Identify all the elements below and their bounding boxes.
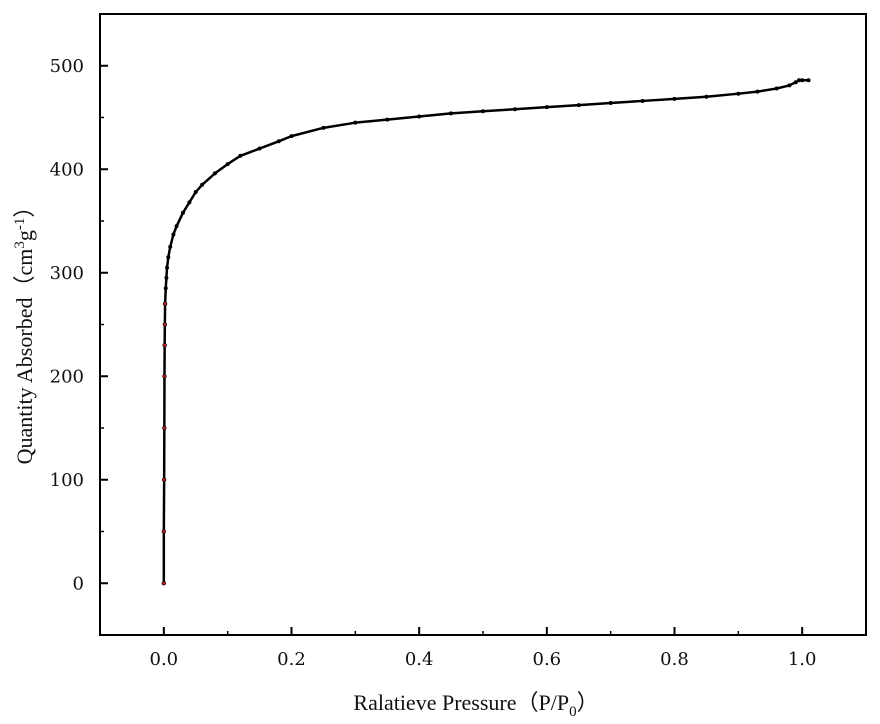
data-point <box>806 78 811 83</box>
y-tick-label: 100 <box>50 470 84 491</box>
y-tick-label: 400 <box>50 159 84 180</box>
data-point <box>449 111 454 116</box>
data-point <box>736 91 741 96</box>
data-point <box>162 322 168 327</box>
data-point <box>193 190 198 195</box>
data-point <box>796 78 801 83</box>
data-point <box>544 105 549 110</box>
x-tick-label: 0.4 <box>405 649 434 670</box>
plot-frame <box>99 13 867 636</box>
y-tick-label: 0 <box>73 573 84 594</box>
data-point <box>385 117 390 122</box>
x-axis: 0.0 0.2 0.4 0.6 0.8 1.0 <box>150 627 817 670</box>
data-point <box>353 120 358 125</box>
series-line <box>162 78 809 584</box>
data-point <box>576 103 581 108</box>
data-point <box>672 96 677 101</box>
data-point <box>165 265 170 270</box>
data-point <box>755 89 760 94</box>
data-point <box>417 114 422 119</box>
data-point <box>640 98 645 103</box>
data-point <box>512 107 517 112</box>
data-point <box>321 125 326 130</box>
data-point <box>774 86 779 91</box>
data-point <box>480 109 485 114</box>
series-layer <box>161 78 811 586</box>
data-point <box>180 210 185 215</box>
data-point <box>163 286 168 291</box>
data-point <box>161 477 167 482</box>
data-point <box>225 162 230 167</box>
data-point <box>238 153 243 158</box>
y-axis: 0 100 200 300 400 500 <box>50 56 108 594</box>
y-tick-label: 200 <box>50 366 84 387</box>
data-point <box>187 200 192 205</box>
data-point <box>174 224 179 229</box>
data-point <box>257 146 262 151</box>
x-tick-label: 0.0 <box>150 649 179 670</box>
data-point <box>162 301 168 306</box>
data-point <box>168 244 173 249</box>
data-point <box>793 80 798 85</box>
data-point <box>164 275 169 280</box>
data-point <box>162 425 167 431</box>
y-axis-title: Quantity Absorbed（cm3g-1） <box>12 196 37 465</box>
y-tick-label: 300 <box>50 263 84 284</box>
data-point <box>787 83 792 88</box>
data-point <box>800 78 805 83</box>
x-tick-label: 0.6 <box>533 649 562 670</box>
data-point <box>276 139 281 144</box>
x-tick-label: 1.0 <box>788 649 817 670</box>
x-axis-title: Ralatieve Pressure（P/P0） <box>353 690 598 720</box>
data-point <box>166 255 171 260</box>
data-point <box>289 134 294 139</box>
data-point <box>608 101 613 106</box>
x-tick-label: 0.2 <box>277 649 306 670</box>
x-tick-label: 0.8 <box>660 649 689 670</box>
data-point <box>212 171 217 176</box>
data-point <box>161 529 167 534</box>
data-point <box>171 232 176 237</box>
data-point <box>704 94 709 99</box>
data-point <box>161 581 167 586</box>
data-point <box>162 343 167 348</box>
y-tick-label: 500 <box>50 56 84 77</box>
data-point <box>162 374 167 379</box>
data-point <box>200 182 205 187</box>
